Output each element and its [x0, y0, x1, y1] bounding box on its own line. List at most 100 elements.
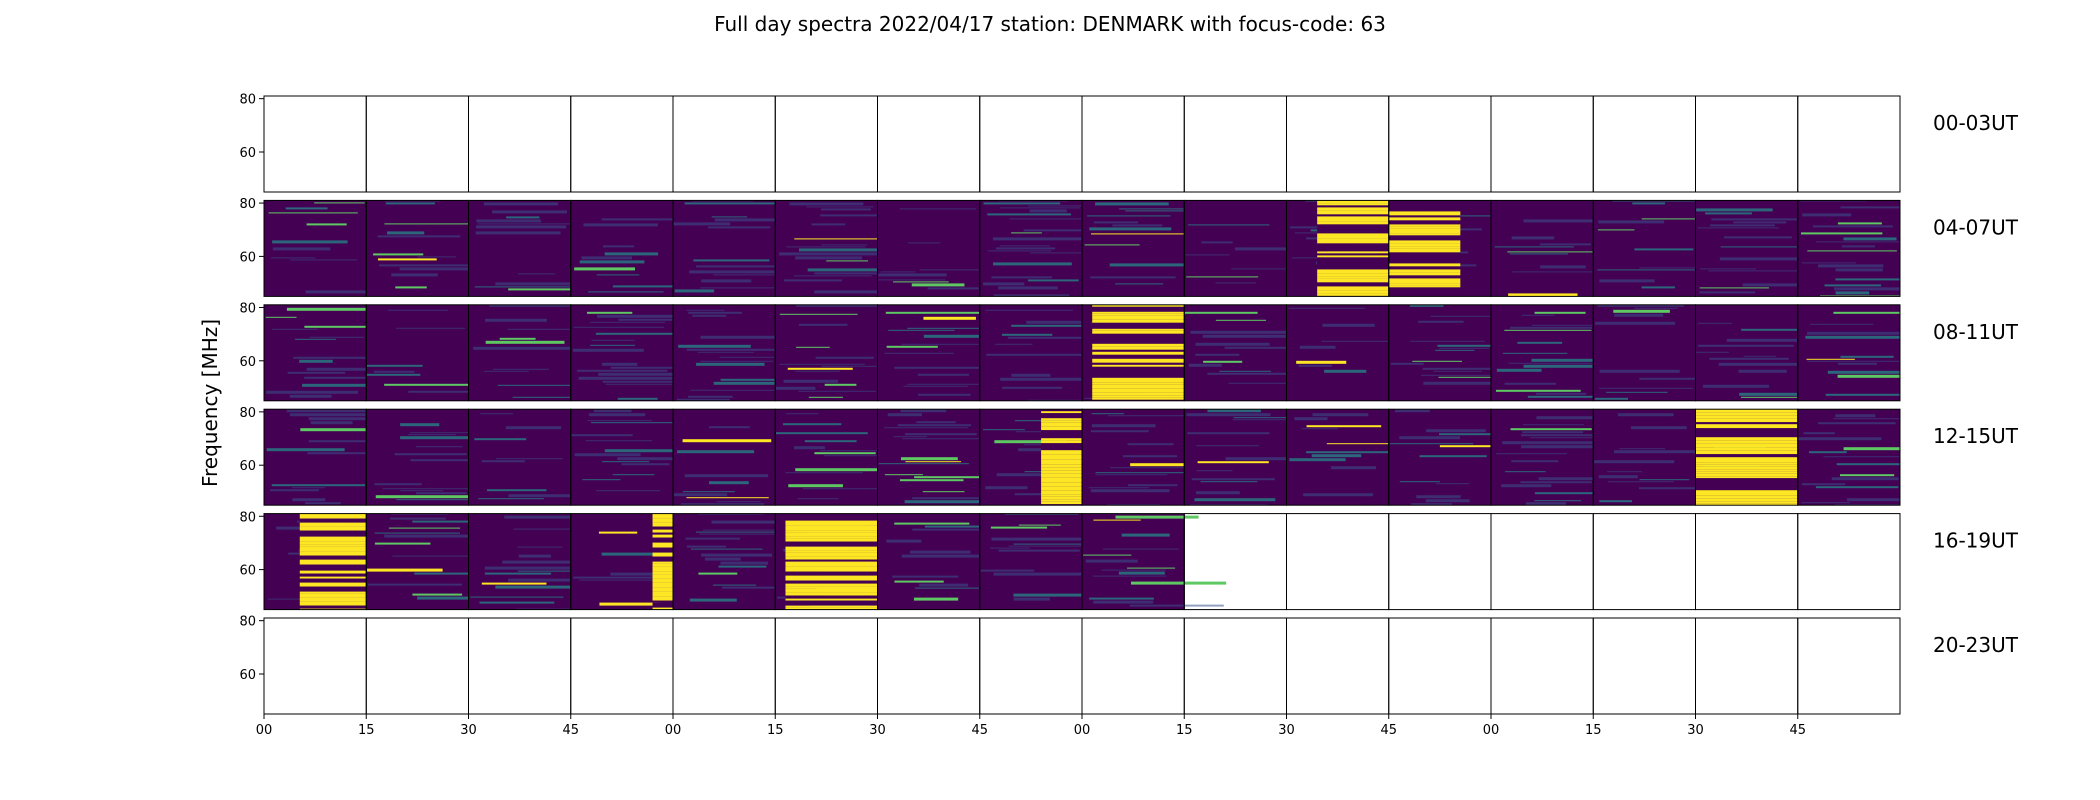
spectrum-band	[682, 439, 772, 443]
spectrum-band	[286, 409, 389, 413]
spectrum-band	[894, 580, 944, 583]
spectrum-band	[821, 365, 884, 367]
spectrum-band	[596, 490, 661, 492]
spectrum-band	[1127, 484, 1178, 487]
spectrum-band	[802, 488, 880, 490]
spectrum-band	[1836, 463, 1900, 466]
spectrum-band	[904, 433, 977, 436]
spectrum-band	[991, 276, 1052, 279]
spectrum-band	[698, 572, 738, 575]
spectrum-band	[391, 273, 438, 277]
spectrum-band	[685, 537, 740, 540]
burst-band	[1317, 257, 1389, 262]
spectrum-band	[713, 381, 779, 385]
spectrum-band	[270, 489, 319, 492]
spectrum-band	[1697, 227, 1779, 229]
spectrum-band	[1835, 278, 1900, 281]
spectrum-band	[1593, 460, 1675, 464]
burst-band	[652, 537, 673, 543]
spectrum-band	[265, 316, 297, 318]
burst-band	[1092, 338, 1185, 341]
spectrum-band	[308, 440, 382, 443]
burst-band	[1695, 418, 1798, 423]
spectrum-band	[1598, 220, 1665, 224]
spectrum-band	[306, 223, 347, 226]
row-time-label: 20-23UT	[1933, 633, 2019, 657]
panel-frame	[468, 617, 572, 715]
burst-band	[785, 583, 878, 587]
spectrum-band	[893, 281, 949, 283]
burst-band	[652, 542, 673, 548]
panel-frame	[1797, 304, 1901, 402]
x-tick-label: 15	[1176, 723, 1193, 738]
spectrum-band	[901, 554, 1001, 558]
spectrum-band	[909, 550, 971, 554]
spectrum-band	[573, 326, 664, 328]
spectrum-band	[880, 271, 916, 273]
spectrum-band	[1311, 454, 1362, 458]
spectrum-band	[1534, 311, 1586, 314]
burst-band	[1695, 440, 1798, 444]
spectrum-band	[1197, 461, 1269, 464]
burst-band	[1041, 464, 1082, 468]
spectrum-band	[1007, 336, 1100, 339]
spectrum-band	[1224, 346, 1323, 349]
spectrum-band	[396, 499, 477, 501]
spectrum-band	[412, 520, 505, 523]
x-tick-label: 45	[971, 723, 988, 738]
spectrum-band	[285, 207, 328, 210]
spectrum-band	[1803, 432, 1835, 435]
spectrum-band	[473, 346, 575, 350]
burst-band	[1041, 454, 1082, 460]
spectrum-band	[1599, 279, 1655, 283]
spectrum-band	[366, 373, 421, 376]
spectrum-band	[1522, 424, 1584, 426]
spectrum-band	[412, 593, 463, 596]
burst-band	[785, 571, 878, 576]
spectrum-band	[1613, 309, 1670, 313]
spectrum-band	[1696, 208, 1773, 212]
panel-frame	[1592, 617, 1696, 715]
spectrum-band	[1119, 208, 1212, 210]
burst-band	[1388, 287, 1461, 291]
y-tick-label: 80	[239, 615, 256, 630]
spectrum-band	[1299, 345, 1336, 349]
panel-frame	[877, 617, 981, 715]
spectrum-band	[1710, 224, 1775, 227]
spectrum-band	[798, 390, 876, 392]
burst-band	[785, 520, 878, 526]
spectrum-band	[794, 275, 872, 277]
panel-frame	[1183, 617, 1287, 715]
spectrum-band	[904, 500, 987, 504]
spectrum-band	[786, 413, 819, 415]
spectrum-band	[688, 395, 733, 398]
spectrum-band	[1536, 416, 1599, 420]
burst-band	[1695, 409, 1798, 413]
spectrum-band	[709, 481, 749, 485]
burst-band	[785, 598, 878, 601]
burst-band	[1041, 470, 1082, 474]
spectrum-panel	[1593, 304, 1696, 401]
spectrum-band	[796, 304, 886, 307]
spectrum-band	[776, 432, 868, 435]
y-tick-label: 60	[239, 459, 256, 474]
panel-frame	[1490, 95, 1594, 193]
panel-frame	[672, 95, 776, 193]
burst-band	[1092, 311, 1185, 314]
burst-band	[1388, 200, 1461, 204]
spectrum-band	[884, 352, 954, 354]
spectrum-band	[1207, 409, 1261, 413]
burst-band	[1695, 447, 1798, 451]
spectrum-band	[1109, 263, 1212, 267]
y-tick-label: 80	[239, 301, 256, 316]
spectrum-band	[1438, 376, 1516, 378]
spectrum-band	[1394, 409, 1430, 413]
spectrum-band	[1738, 369, 1787, 373]
spectrum-band	[923, 334, 985, 338]
spectrum-band	[901, 343, 983, 345]
burst-band	[1092, 313, 1185, 316]
spectrum-band	[1425, 499, 1470, 503]
burst-band	[1388, 266, 1461, 270]
panel-frame	[1490, 513, 1594, 611]
spectrum-band	[1027, 279, 1079, 282]
